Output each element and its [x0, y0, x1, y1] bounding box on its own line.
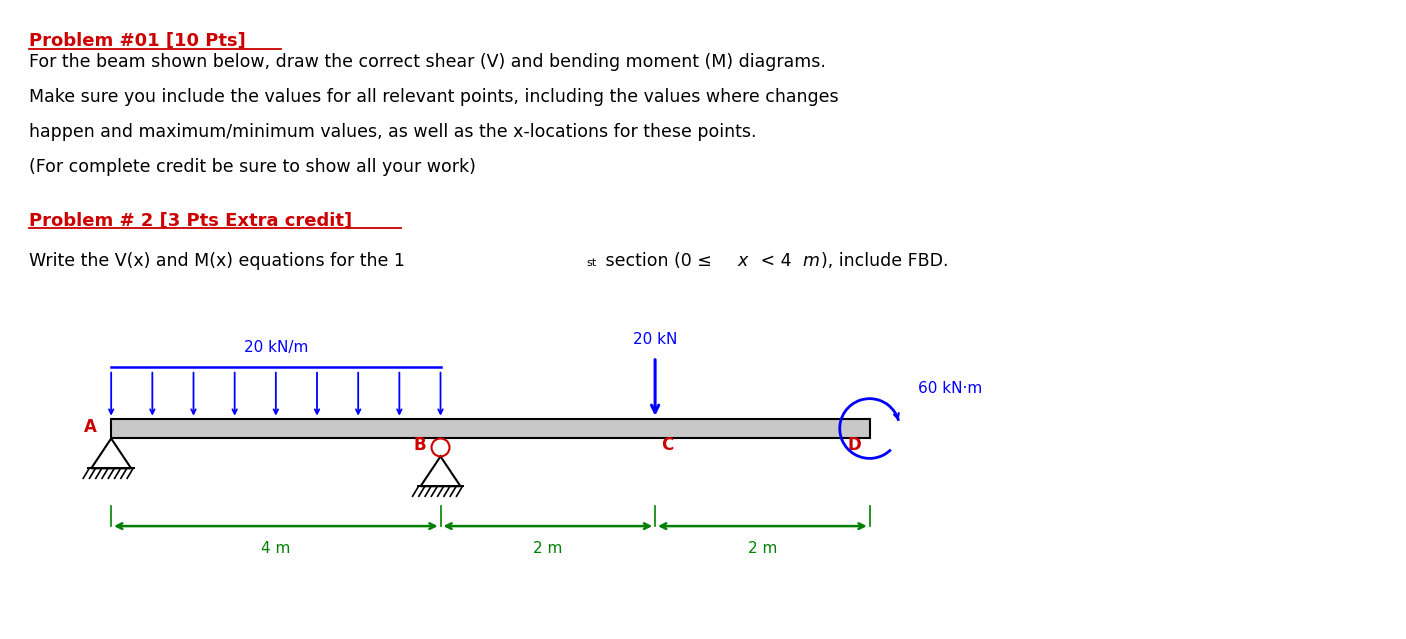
- Text: B: B: [413, 436, 426, 454]
- Text: C: C: [661, 436, 673, 454]
- Bar: [111, 419, 870, 438]
- Text: st: st: [586, 258, 596, 268]
- Text: < 4: < 4: [755, 252, 797, 270]
- Text: Problem # 2 [3 Pts Extra credit]: Problem # 2 [3 Pts Extra credit]: [30, 212, 353, 229]
- Text: Problem #01 [10 Pts]: Problem #01 [10 Pts]: [30, 32, 246, 50]
- Text: section (0 ≤: section (0 ≤: [600, 252, 717, 270]
- Text: D: D: [848, 436, 862, 454]
- Text: Make sure you include the values for all relevant points, including the values w: Make sure you include the values for all…: [30, 88, 839, 106]
- Text: A: A: [84, 417, 97, 436]
- Text: (For complete credit be sure to show all your work): (For complete credit be sure to show all…: [30, 158, 477, 176]
- Text: 20 kN/m: 20 kN/m: [243, 340, 308, 355]
- Text: 2 m: 2 m: [748, 541, 778, 556]
- Text: 20 kN: 20 kN: [633, 332, 678, 347]
- Text: 4 m: 4 m: [262, 541, 291, 556]
- Text: 2 m: 2 m: [533, 541, 562, 556]
- Text: ), include FBD.: ), include FBD.: [821, 252, 948, 270]
- Text: Write the V(x) and M(x) equations for the 1: Write the V(x) and M(x) equations for th…: [30, 252, 405, 270]
- Text: For the beam shown below, draw the correct shear (V) and bending moment (M) diag: For the beam shown below, draw the corre…: [30, 53, 827, 71]
- Text: x: x: [738, 252, 748, 270]
- Text: m: m: [803, 252, 820, 270]
- Text: 60 kN·m: 60 kN·m: [918, 381, 981, 396]
- Text: happen and maximum/minimum values, as well as the x-locations for these points.: happen and maximum/minimum values, as we…: [30, 123, 756, 141]
